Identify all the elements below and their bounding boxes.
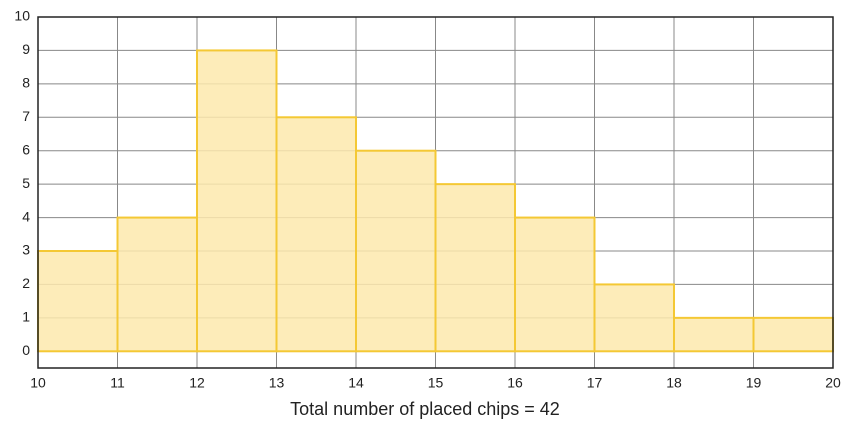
x-tick-label: 14 <box>348 375 364 391</box>
y-tick-label: 4 <box>22 208 30 224</box>
bar <box>673 316 755 353</box>
bar <box>37 250 119 353</box>
x-tick-label: 16 <box>507 375 523 391</box>
x-tick-label: 18 <box>666 375 682 391</box>
x-tick-label: 12 <box>189 375 205 391</box>
y-tick-label: 1 <box>22 309 30 325</box>
y-tick-label: 3 <box>22 242 30 258</box>
y-tick-label: 0 <box>22 342 30 358</box>
y-tick-label: 7 <box>22 108 30 124</box>
bar <box>593 283 675 353</box>
x-tick-label: 17 <box>587 375 603 391</box>
x-tick-label: 13 <box>269 375 285 391</box>
bar <box>434 183 516 353</box>
y-tick-label: 2 <box>22 275 30 291</box>
bar <box>116 216 198 353</box>
y-tick-label: 6 <box>22 141 30 157</box>
plot-frame <box>37 16 834 369</box>
bar <box>275 116 357 353</box>
x-tick-label: 15 <box>428 375 444 391</box>
x-tick-label: 19 <box>746 375 762 391</box>
x-tick-label: 20 <box>825 375 841 391</box>
bar <box>752 316 834 353</box>
x-tick-label: 11 <box>110 375 125 391</box>
bar <box>514 216 596 353</box>
y-tick-label: 9 <box>22 41 30 57</box>
bar <box>355 149 437 353</box>
y-tick-label: 5 <box>22 175 30 191</box>
x-axis-label: Total number of placed chips = 42 <box>290 399 560 419</box>
x-tick-label: 10 <box>30 375 46 391</box>
bar <box>196 49 278 353</box>
y-tick-label: 10 <box>14 8 30 24</box>
y-tick-label: 8 <box>22 75 30 91</box>
